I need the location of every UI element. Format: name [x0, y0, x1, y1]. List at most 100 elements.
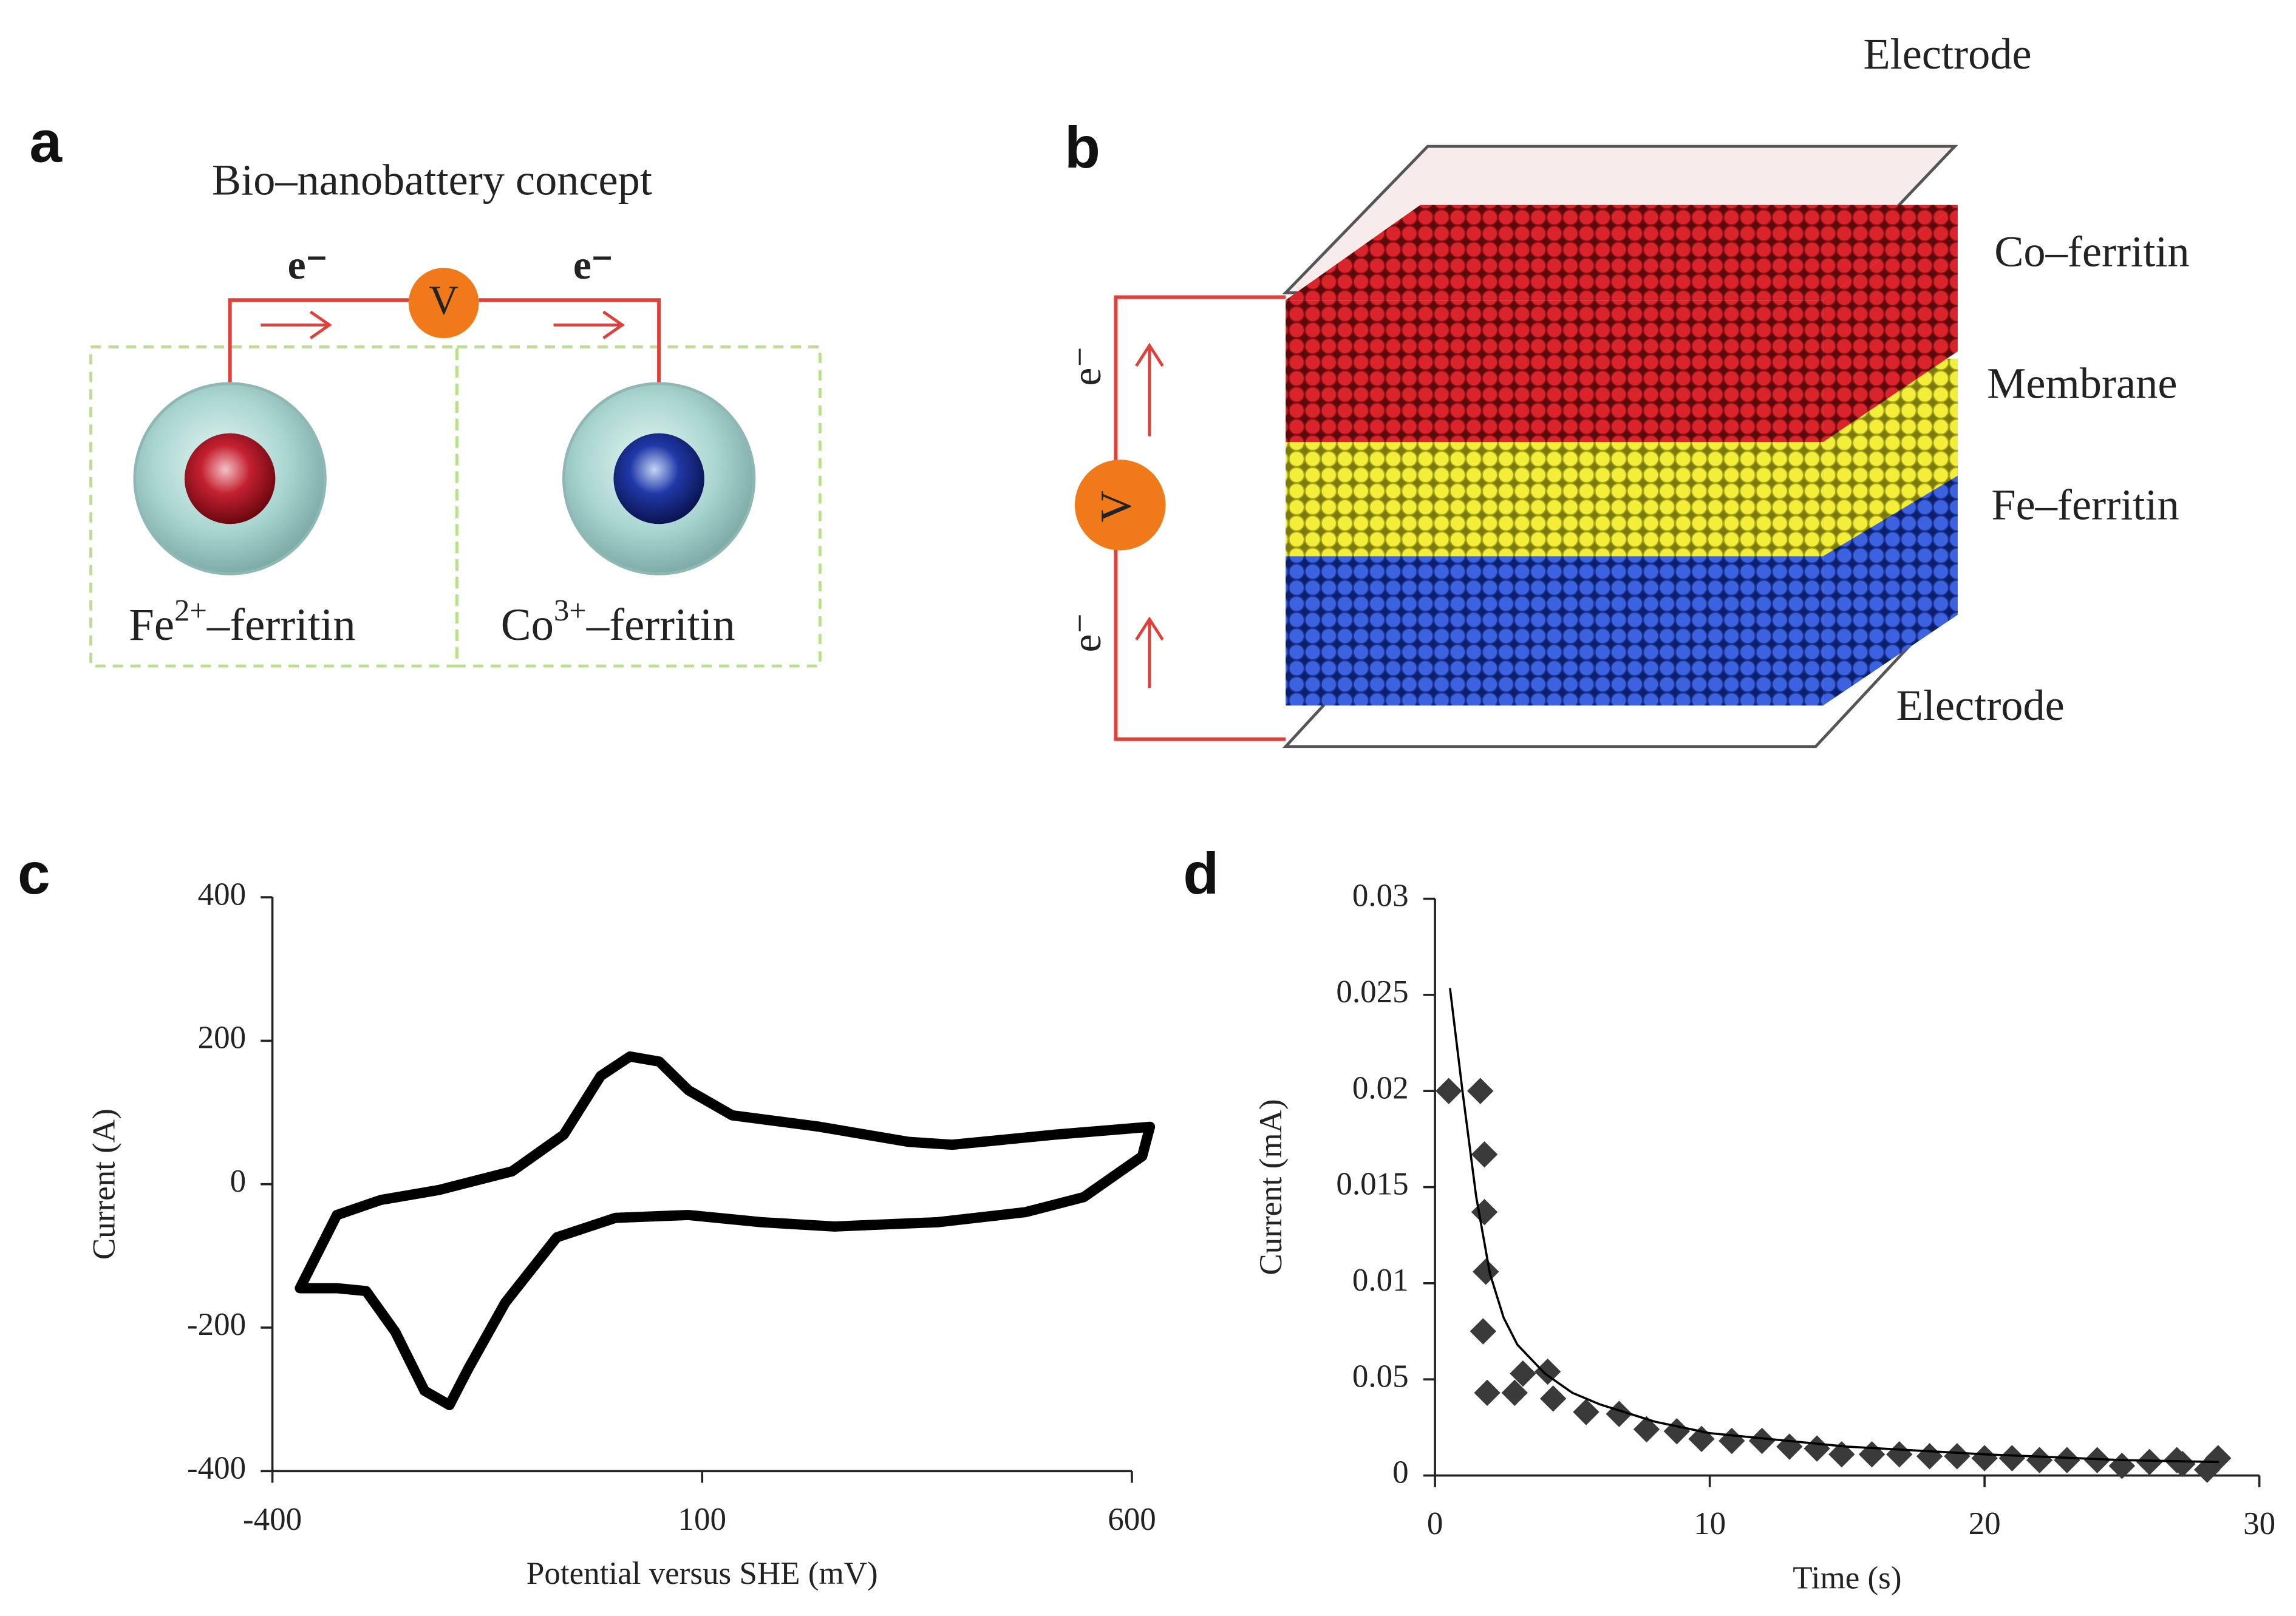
wire — [1114, 295, 1286, 461]
data-point — [1916, 1443, 1943, 1470]
meter — [1074, 460, 1166, 551]
data-point — [1944, 1443, 1971, 1470]
x-tick-label: 0 — [1427, 1506, 1443, 1541]
diagram-title: Bio–nanobattery concept — [212, 155, 652, 204]
y-tick-label: 400 — [198, 877, 247, 912]
x-axis-title: Time (s) — [1793, 1560, 1901, 1595]
diagram-b: V e⁻ e⁻ Electrode Co–ferritin Membrane F… — [1064, 30, 2190, 749]
data-point — [1534, 1358, 1561, 1385]
electron-label: e⁻ — [288, 242, 328, 288]
y-tick-label: 0 — [1392, 1455, 1409, 1490]
data-point — [2054, 1447, 2080, 1473]
cell-box — [89, 345, 458, 668]
layer-label: Co–ferritin — [1994, 228, 2189, 276]
ferritin-core — [184, 433, 276, 525]
electron-label: e⁻ — [1064, 613, 1109, 653]
cell-name: –ferritin — [206, 600, 356, 650]
arrow — [261, 310, 332, 339]
data-point — [1436, 1078, 1462, 1104]
data-point — [1748, 1427, 1776, 1455]
layer-label: Electrode — [1896, 681, 2065, 730]
y-tick-label: 0.025 — [1336, 974, 1408, 1010]
data-point — [1471, 1198, 1498, 1226]
panel-label: a — [29, 110, 63, 175]
data-point — [2205, 1445, 2232, 1472]
data-point — [1998, 1445, 2026, 1472]
data-point — [1573, 1399, 1599, 1425]
y-axis-title: Current (A) — [86, 1108, 121, 1260]
fe-ferritin-layer — [1823, 465, 1958, 706]
data-point — [1886, 1441, 1913, 1468]
ion: Fe — [129, 600, 174, 650]
data-point — [1539, 1385, 1567, 1412]
x-tick-label: 30 — [2243, 1506, 2275, 1541]
y-tick-label: 0.03 — [1352, 878, 1409, 914]
data-point — [1804, 1435, 1830, 1462]
chart: -400 -200 0 200 400 -400 100 600 Potential versu… — [86, 877, 1156, 1591]
panel-label: c — [18, 841, 50, 906]
electron-label: e⁻ — [573, 242, 613, 288]
y-tick-label: 0 — [230, 1164, 247, 1199]
x-tick-label: -400 — [243, 1502, 302, 1537]
cv-curve — [295, 1051, 1156, 1411]
data-point — [1971, 1445, 1998, 1472]
y-tick-label: 0.01 — [1352, 1263, 1409, 1298]
data-point — [1474, 1379, 1501, 1407]
co-ferritin-layer — [1286, 205, 1958, 300]
chart: 0 0.05 0.01 0.015 0.02 0.025 0.03 0 10 20 30 Time (… — [1253, 878, 2275, 1596]
y-tick-label: 0.015 — [1336, 1167, 1408, 1202]
co-ferritin-layer — [1286, 300, 1824, 443]
fit-line — [1449, 988, 2219, 1464]
membrane-layer — [1823, 358, 1958, 557]
y-tick-label: 0.02 — [1352, 1070, 1409, 1105]
layer-label: Membrane — [1987, 359, 2177, 408]
data-point — [1858, 1441, 1886, 1468]
diagram-a: Bio–nanobattery concept V e⁻ e⁻ Fe2+–fer… — [89, 155, 822, 668]
data-point — [1510, 1360, 1536, 1387]
data-point — [1663, 1417, 1691, 1445]
charge: 3+ — [554, 593, 587, 627]
data-point — [1776, 1433, 1803, 1460]
data-point — [1473, 1258, 1499, 1285]
layer-label: Fe–ferritin — [1991, 481, 2179, 529]
arrow — [1135, 342, 1164, 436]
membrane-layer — [1286, 439, 1824, 557]
meter-label: V — [429, 277, 458, 323]
data-point — [2108, 1452, 2136, 1479]
y-tick-label: 0.05 — [1352, 1359, 1409, 1394]
data-point — [1719, 1427, 1745, 1455]
electron-label: e⁻ — [1064, 346, 1109, 386]
ferritin-core — [613, 433, 704, 525]
wire — [1114, 549, 1286, 741]
y-axis-title: Current (mA) — [1253, 1099, 1289, 1275]
panel-label: b — [1065, 115, 1100, 180]
meter — [408, 268, 479, 338]
data-point — [1501, 1379, 1528, 1407]
layer-label: Electrode — [1863, 30, 2031, 78]
data-point — [2136, 1448, 2163, 1476]
x-tick-label: 10 — [1694, 1506, 1726, 1541]
cell-label: Fe2+–ferritin — [129, 593, 355, 650]
meter-label: V — [1091, 491, 1140, 522]
y-tick-label: -200 — [187, 1307, 246, 1342]
data-point — [1471, 1141, 1498, 1168]
y-tick-label: 200 — [198, 1020, 247, 1056]
cell-name: –ferritin — [586, 600, 735, 650]
ion: Co — [501, 600, 554, 650]
panel-label: d — [1183, 841, 1219, 906]
co-ferritin-layer — [1823, 205, 1958, 443]
data-point — [1633, 1416, 1660, 1443]
x-tick-label: 600 — [1108, 1502, 1156, 1537]
arrow — [553, 310, 625, 339]
x-tick-label: 20 — [1969, 1506, 2001, 1541]
x-tick-label: 100 — [678, 1502, 727, 1537]
arrow — [1135, 616, 1164, 688]
fe-ferritin-layer — [1286, 556, 1824, 706]
cell-box — [455, 345, 822, 668]
data-point — [2169, 1450, 2196, 1478]
data-point — [1470, 1318, 1496, 1345]
x-axis-title: Potential versus SHE (mV) — [526, 1556, 878, 1591]
